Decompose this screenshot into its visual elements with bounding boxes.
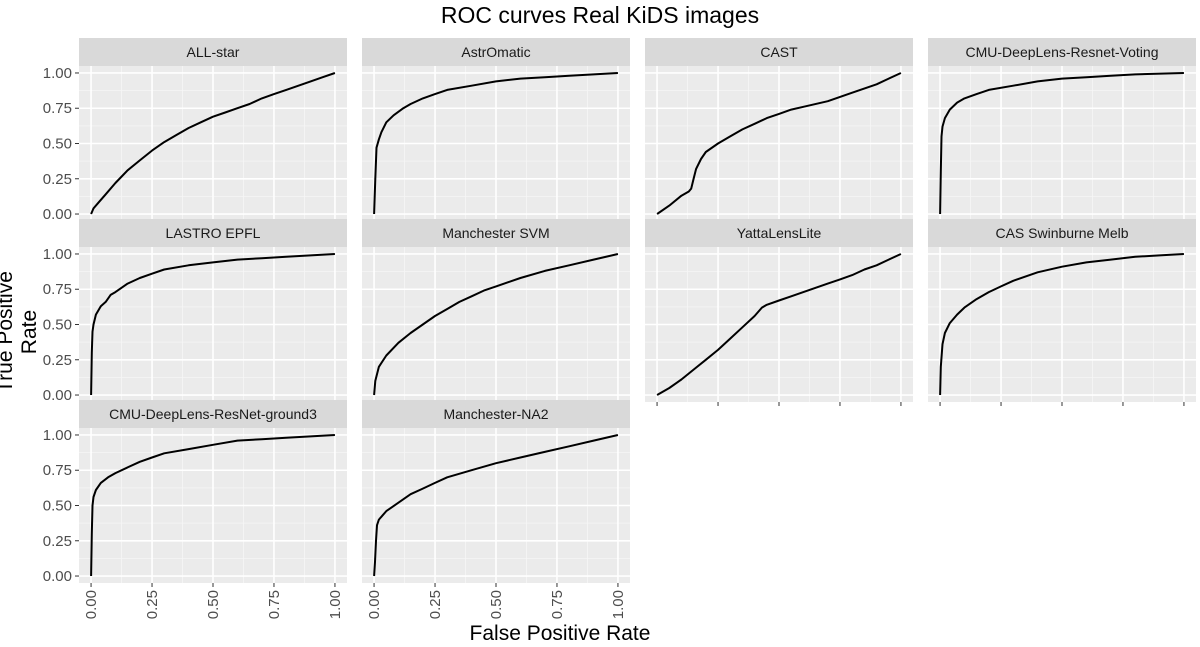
panel-strip: [79, 400, 347, 428]
panel-strip: [645, 38, 913, 66]
x-tick-label: 0.00: [83, 590, 100, 619]
panel-strip-label: AstrOmatic: [461, 44, 530, 60]
facet-panel: CAST: [645, 38, 913, 221]
facet-panel: CMU-DeepLens-Resnet-Voting: [928, 38, 1196, 221]
facet-panel: Manchester-NA2 0.00 0.25 0.50 0.75 1.00: [362, 400, 630, 619]
panel-strip: [928, 219, 1196, 247]
x-tick-label: 0.25: [427, 590, 444, 619]
roc-curve: [656, 253, 902, 396]
y-tick-label: 0.75: [43, 281, 72, 298]
panel-strip-label: CMU-DeepLens-ResNet-ground3: [109, 406, 317, 422]
facet-panel: ALL-star 0.00 0.25 0.50 0.75 1.00: [43, 38, 347, 223]
panel-strip: [362, 400, 630, 428]
x-axis-label: False Positive Rate: [469, 622, 651, 645]
panel-strip: [79, 38, 347, 66]
panel-strip-label: CAST: [760, 44, 798, 60]
roc-curve: [939, 72, 1184, 215]
panel-strip: [362, 38, 630, 66]
facet-panel: Manchester SVM: [362, 219, 630, 402]
x-tick-label: 0.50: [488, 590, 505, 619]
y-tick-label: 0.25: [43, 171, 72, 188]
panel-strip-label: LASTRO EPFL: [166, 225, 261, 241]
panel-strip: [928, 38, 1196, 66]
x-tick-label: 0.00: [366, 590, 383, 619]
roc-curve: [90, 253, 335, 396]
y-tick-label: 0.50: [43, 136, 72, 153]
panel-strip-label: ALL-star: [187, 44, 240, 60]
facet-panel: LASTRO EPFL 0.00 0.25 0.50 0.75 1.00: [43, 219, 347, 404]
roc-curve: [373, 434, 619, 577]
facet-panel: YattaLensLite: [645, 219, 913, 406]
y-tick-label: 1.00: [43, 65, 72, 82]
chart-title: ROC curves Real KiDS images: [440, 2, 760, 28]
panel-strip: [79, 219, 347, 247]
y-tick-label: 0.00: [43, 568, 72, 585]
y-tick-label: 0.50: [43, 317, 72, 334]
y-tick-label: 0.00: [43, 387, 72, 404]
x-tick-label: 1.00: [610, 590, 627, 619]
panel-strip-label: Manchester-NA2: [443, 406, 548, 422]
roc-curve: [939, 253, 1184, 396]
panel-strip-label: YattaLensLite: [737, 225, 822, 241]
x-tick-label: 0.75: [266, 590, 283, 619]
x-tick-label: 0.25: [144, 590, 161, 619]
panel-strip-label: CMU-DeepLens-Resnet-Voting: [966, 44, 1159, 60]
panel-strip: [362, 219, 630, 247]
roc-curve: [373, 253, 619, 396]
y-tick-label: 0.25: [43, 352, 72, 369]
roc-curve: [656, 72, 902, 215]
panel-strip-label: Manchester SVM: [442, 225, 549, 241]
y-tick-label: 0.75: [43, 462, 72, 479]
roc-curve: [90, 434, 335, 577]
y-tick-label: 0.50: [43, 498, 72, 515]
panel-strip: [645, 219, 913, 247]
y-tick-label: 0.25: [43, 533, 72, 550]
panel-strip-label: CAS Swinburne Melb: [995, 225, 1128, 241]
y-tick-label: 1.00: [43, 246, 72, 263]
x-tick-label: 0.75: [549, 590, 566, 619]
x-tick-label: 0.50: [205, 590, 222, 619]
roc-curve: [373, 72, 618, 215]
y-tick-label: 1.00: [43, 427, 72, 444]
y-tick-label: 0.75: [43, 100, 72, 117]
x-tick-label: 1.00: [327, 590, 344, 619]
facet-panel: CAS Swinburne Melb: [928, 219, 1196, 406]
roc-curve: [90, 72, 336, 215]
facet-panel: CMU-DeepLens-ResNet-ground3 0.00 0.25 0.50 0…: [43, 400, 347, 619]
y-tick-label: 0.00: [43, 206, 72, 223]
facet-panel: AstrOmatic: [362, 38, 630, 221]
